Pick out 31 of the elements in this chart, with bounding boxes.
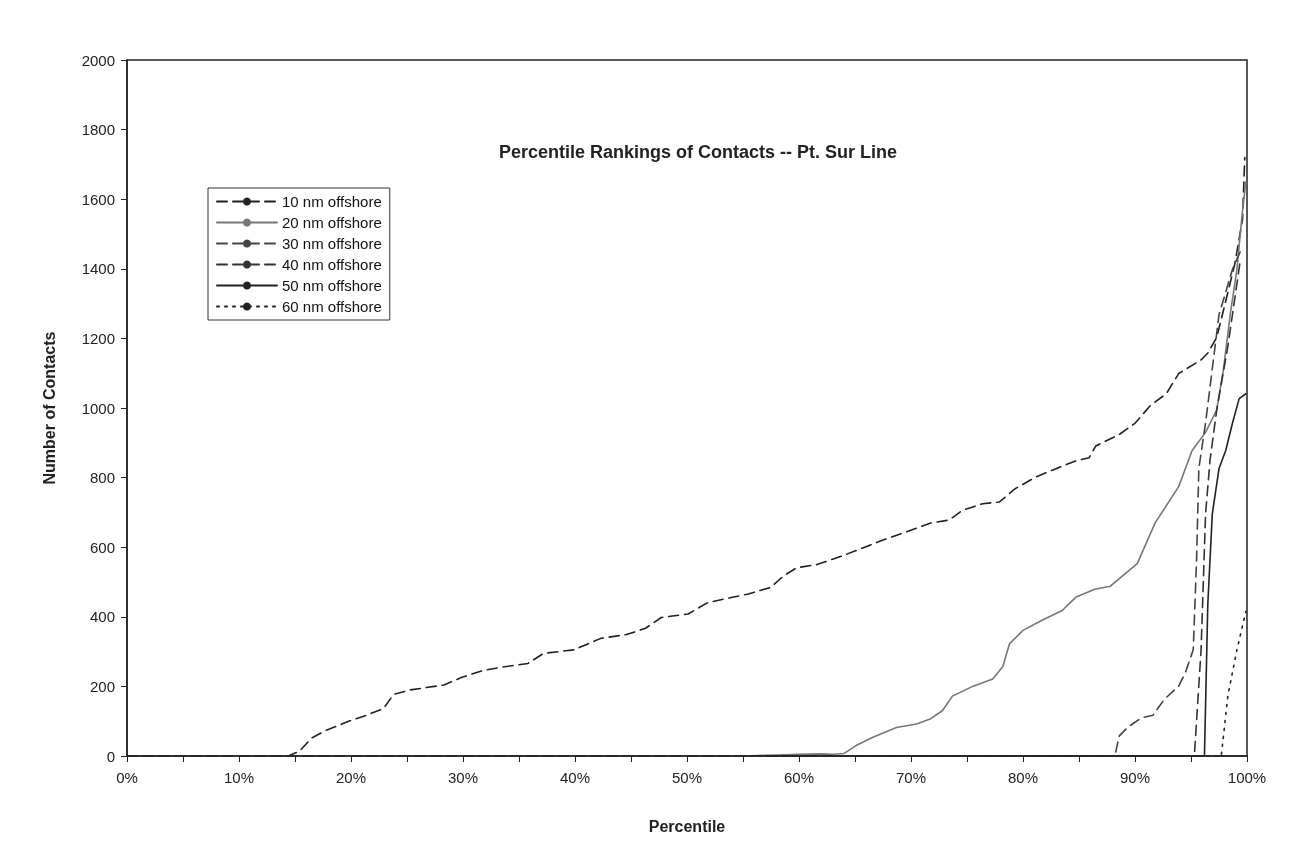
x-tick-label: 80% — [1007, 769, 1039, 786]
x-tick-label: 20% — [335, 769, 367, 786]
y-axis-title: Number of Contacts — [40, 331, 58, 485]
legend-label: 40 nm offshore — [282, 256, 382, 273]
x-axis-title: Percentile — [648, 817, 726, 835]
legend-label: 20 nm offshore — [282, 214, 382, 231]
y-tick-label: 0 — [106, 747, 115, 765]
x-tick-label: 30% — [447, 769, 479, 786]
legend-label: 10 nm offshore — [282, 193, 382, 210]
x-tick-label: 100% — [1227, 769, 1267, 786]
legend-label: 50 nm offshore — [282, 277, 382, 294]
y-tick-label: 1200 — [81, 329, 115, 347]
y-tick-label: 1800 — [81, 121, 115, 139]
x-tick-label: 70% — [895, 769, 927, 786]
y-tick-label: 400 — [89, 608, 115, 626]
y-tick-label: 200 — [89, 677, 115, 695]
y-tick-label: 1400 — [81, 260, 115, 278]
x-tick-label: 90% — [1119, 769, 1151, 786]
y-tick-label: 600 — [89, 538, 115, 556]
y-tick-label: 800 — [89, 469, 115, 487]
x-tick-label: 40% — [559, 769, 591, 786]
x-tick-label: 0% — [116, 769, 138, 786]
x-tick-label: 50% — [671, 769, 703, 786]
y-tick-label: 1600 — [81, 190, 115, 208]
text: Percentile Rankings of Contacts -- Pt. Sur Line — [498, 142, 898, 162]
x-tick-label: 10% — [223, 769, 255, 786]
x-tick-label: 60% — [783, 769, 815, 786]
legend-label: 60 nm offshore — [282, 298, 382, 315]
legend-label: 30 nm offshore — [282, 235, 382, 252]
y-tick-label: 1000 — [81, 399, 115, 417]
y-tick-label: 2000 — [81, 51, 115, 69]
